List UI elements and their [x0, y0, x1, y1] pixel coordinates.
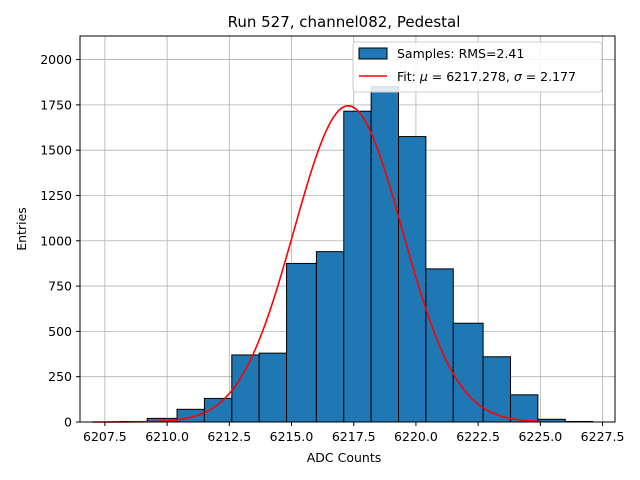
histogram-bar: [258, 352, 288, 423]
legend-fit-sigma-symbol: σ: [514, 69, 523, 84]
y-tick-label: 1750: [40, 97, 72, 112]
legend-fit-mu-value: = 6217.278,: [428, 69, 514, 84]
legend-samples-label: Samples: RMS=2.41: [397, 46, 524, 61]
histogram-bar: [343, 110, 372, 423]
legend: Samples: RMS=2.41 Fit: μ = 6217.278, σ =…: [352, 41, 603, 93]
x-tick-label: 6217.5: [332, 429, 376, 444]
legend-box: [352, 41, 603, 93]
histogram-bar: [315, 251, 345, 423]
x-tick-label: 6227.5: [581, 429, 625, 444]
y-tick-label: 750: [48, 279, 72, 294]
x-axis-title: ADC Counts: [307, 450, 382, 465]
y-tick-label: 1500: [40, 143, 72, 158]
chart-title: Run 527, channel082, Pedestal: [228, 13, 461, 31]
x-tick-label: 6222.5: [456, 429, 500, 444]
y-tick-label: 500: [48, 324, 72, 339]
x-axis-ticks: 6207.5 6210.0 6212.5 6215.0 6217.5 6220.0 6222…: [83, 422, 624, 444]
y-tick-label: 250: [48, 369, 72, 384]
x-tick-label: 6210.0: [145, 429, 189, 444]
x-tick-label: 6212.5: [207, 429, 251, 444]
y-tick-label: 1250: [40, 188, 72, 203]
y-axis-ticks: 0 250 500 750 1000 1250 1500 1750 2000: [40, 52, 80, 430]
histogram-bar: [452, 322, 484, 423]
x-tick-label: 6220.0: [394, 429, 438, 444]
y-axis-title: Entries: [14, 207, 29, 251]
y-tick-label: 1000: [40, 233, 72, 248]
x-tick-label: 6215.0: [270, 429, 314, 444]
histogram-bar: [370, 86, 400, 423]
histogram-bar: [286, 262, 317, 423]
x-tick-label: 6207.5: [83, 429, 127, 444]
fit-curve: [92, 104, 541, 423]
legend-fit-prefix: Fit:: [397, 69, 420, 84]
legend-fit-label: Fit: μ = 6217.278, σ = 2.177: [397, 69, 576, 84]
histogram-bar: [398, 136, 427, 423]
legend-fit-mu-symbol: μ: [419, 69, 428, 84]
histogram-bar: [231, 354, 260, 423]
histogram-bar: [176, 408, 205, 423]
histogram-bar: [509, 394, 539, 423]
plot-frame: [79, 35, 616, 423]
legend-fit-sigma-value: = 2.177: [522, 69, 576, 84]
legend-bar-swatch: [358, 47, 388, 60]
y-tick-label: 2000: [40, 52, 72, 67]
x-tick-label: 6225.0: [518, 429, 562, 444]
y-tick-label: 0: [64, 415, 72, 430]
histogram-bar: [482, 356, 511, 423]
